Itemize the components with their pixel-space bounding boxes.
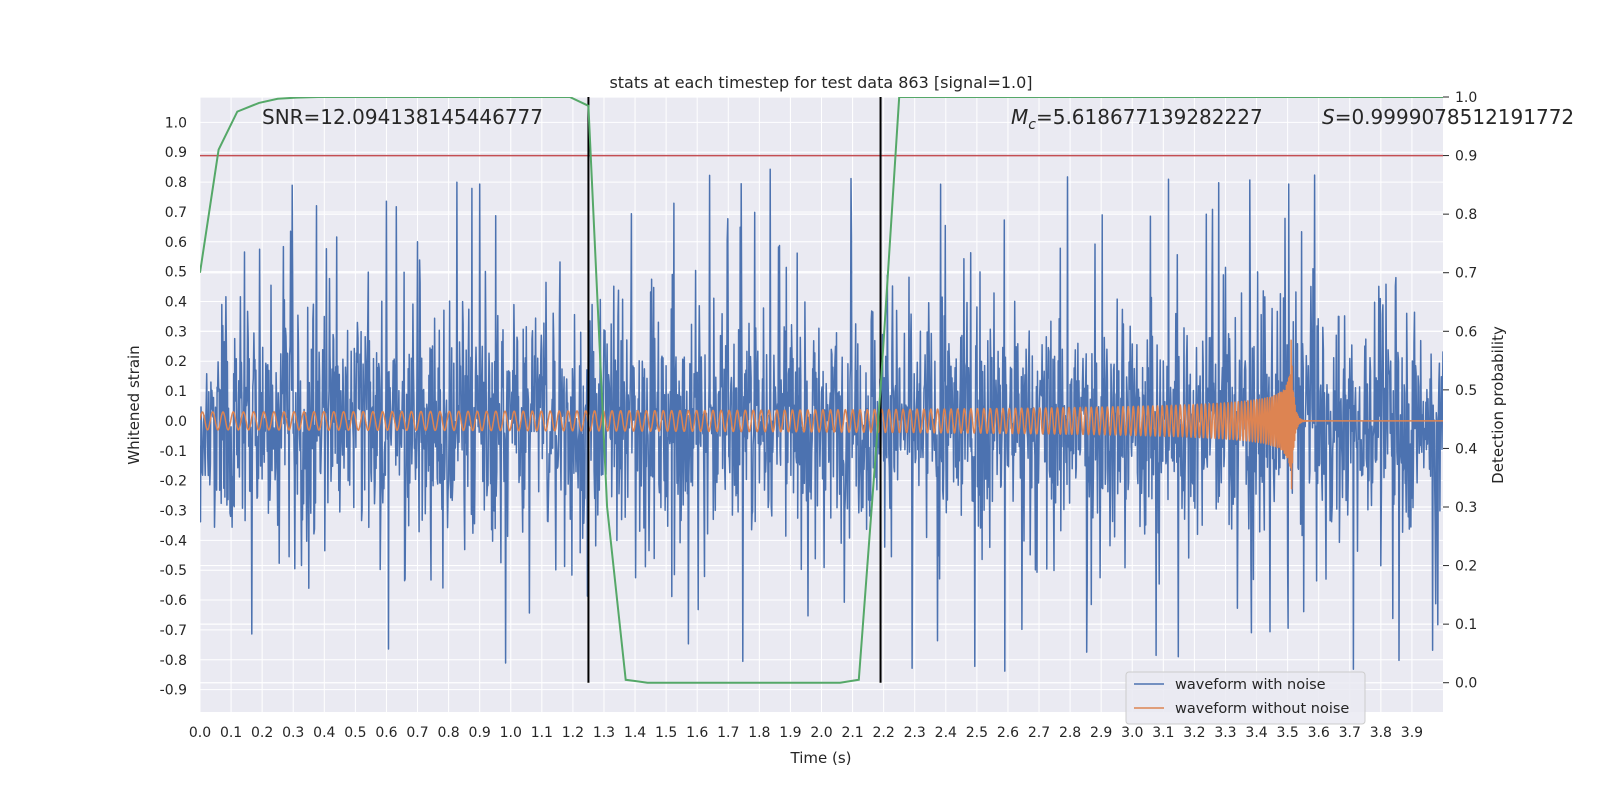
x-tick-label: 0.0 bbox=[189, 725, 211, 741]
x-tick-label: 0.5 bbox=[344, 725, 366, 741]
x-tick-label: 0.9 bbox=[469, 725, 491, 741]
x-tick-label: 2.9 bbox=[1090, 725, 1112, 741]
x-tick-label: 1.9 bbox=[779, 725, 801, 741]
score-annotation: S=0.9999078512191772 bbox=[1322, 105, 1574, 129]
legend: waveform with noise waveform without noi… bbox=[1125, 671, 1366, 725]
x-tick-label: 1.8 bbox=[748, 725, 770, 741]
y2-tick-label: 0.9 bbox=[1455, 149, 1477, 165]
x-tick-label: 3.1 bbox=[1152, 725, 1174, 741]
y-tick-label: -0.3 bbox=[160, 503, 187, 519]
x-tick-label: 2.4 bbox=[935, 725, 957, 741]
x-tick-label: 3.6 bbox=[1308, 725, 1330, 741]
x-tick-label: 1.3 bbox=[593, 725, 615, 741]
y-tick-label: 0.6 bbox=[165, 235, 187, 251]
y-tick-label: 1.0 bbox=[165, 115, 187, 131]
y-tick-label: -0.1 bbox=[160, 444, 187, 460]
x-tick-label: 2.1 bbox=[841, 725, 863, 741]
x-tick-label: 2.5 bbox=[966, 725, 988, 741]
score-symbol: S bbox=[1322, 105, 1335, 129]
x-tick-label: 1.5 bbox=[655, 725, 677, 741]
y2-tick-label: 0.8 bbox=[1455, 207, 1477, 223]
x-tick-label: 2.0 bbox=[810, 725, 832, 741]
x-axis-label: Time (s) bbox=[790, 749, 852, 767]
x-tick-label: 1.2 bbox=[562, 725, 584, 741]
x-tick-label: 3.5 bbox=[1276, 725, 1298, 741]
chirp-mass-subscript: c bbox=[1028, 117, 1036, 133]
x-tick-label: 2.3 bbox=[904, 725, 926, 741]
x-tick-label: 2.8 bbox=[1059, 725, 1081, 741]
y-tick-label: 0.3 bbox=[165, 324, 187, 340]
y2-tick-label: 0.2 bbox=[1455, 559, 1477, 575]
y-tick-label: -0.2 bbox=[160, 474, 187, 490]
x-tick-label: 0.8 bbox=[437, 725, 459, 741]
y-tick-label: 0.7 bbox=[165, 205, 187, 221]
x-tick-label: 1.0 bbox=[500, 725, 522, 741]
y-tick-label: -0.9 bbox=[160, 683, 187, 699]
x-tick-label: 0.6 bbox=[375, 725, 397, 741]
x-tick-label: 0.4 bbox=[313, 725, 335, 741]
y-tick-label: -0.5 bbox=[160, 563, 187, 579]
series-detection-probability bbox=[200, 97, 1443, 684]
chirp-mass-symbol: M bbox=[1011, 105, 1028, 129]
y2-axis-label: Detection probability bbox=[1489, 326, 1507, 484]
y2-tick-label: 1.0 bbox=[1455, 90, 1477, 106]
score-value: =0.9999078512191772 bbox=[1335, 105, 1574, 129]
y-tick-label: 0.1 bbox=[165, 384, 187, 400]
series-waveform-with-noise bbox=[200, 168, 1443, 672]
y-axis-label: Whitened strain bbox=[125, 345, 143, 464]
y-tick-label: -0.7 bbox=[160, 623, 187, 639]
y-tick-label: 0.2 bbox=[165, 354, 187, 370]
x-tick-label: 3.2 bbox=[1183, 725, 1205, 741]
y-tick-label: 0.5 bbox=[165, 265, 187, 281]
chart-title: stats at each timestep for test data 863… bbox=[609, 73, 1032, 92]
x-tick-label: 1.6 bbox=[686, 725, 708, 741]
y-tick-label: -0.4 bbox=[160, 533, 187, 549]
y-tick-label: 0.8 bbox=[165, 175, 187, 191]
x-tick-label: 2.6 bbox=[997, 725, 1019, 741]
y-axis-ticks: 1.0 0.9 0.8 0.7 0.6 0.5 0.4 0.3 0.2 0.1 0.0 -0.1 -0.… bbox=[160, 115, 187, 698]
x-tick-label: 3.0 bbox=[1121, 725, 1143, 741]
y2-tick-label: 0.6 bbox=[1455, 324, 1477, 340]
x-axis-ticks: 0.0 0.1 0.2 0.3 0.4 0.5 0.6 0.7 0.8 0.9 1.0 1.1 1.2 1… bbox=[189, 725, 1423, 741]
x-tick-label: 2.2 bbox=[873, 725, 895, 741]
chirp-mass-annotation: Mc=5.618677139282227 bbox=[1011, 105, 1263, 133]
y2-tick-label: 0.1 bbox=[1455, 617, 1477, 633]
y2-tick-label: 0.7 bbox=[1455, 266, 1477, 282]
x-tick-label: 3.3 bbox=[1214, 725, 1236, 741]
series-waveform-without-noise bbox=[200, 339, 1443, 490]
y-tick-label: -0.8 bbox=[160, 653, 187, 669]
x-tick-label: 2.7 bbox=[1028, 725, 1050, 741]
x-tick-label: 0.7 bbox=[406, 725, 428, 741]
x-tick-label: 3.7 bbox=[1339, 725, 1361, 741]
x-tick-label: 0.3 bbox=[282, 725, 304, 741]
x-tick-label: 3.4 bbox=[1245, 725, 1267, 741]
y2-tick-label: 0.4 bbox=[1455, 441, 1477, 457]
legend-label-clean: waveform without noise bbox=[1175, 701, 1349, 717]
x-tick-label: 0.2 bbox=[251, 725, 273, 741]
y-tick-label: 0.0 bbox=[165, 414, 187, 430]
legend-label-noise: waveform with noise bbox=[1175, 677, 1326, 693]
x-tick-label: 1.4 bbox=[624, 725, 646, 741]
y2-tick-label: 0.5 bbox=[1455, 383, 1477, 399]
chirp-mass-value: =5.618677139282227 bbox=[1036, 105, 1263, 129]
y-tick-label: 0.4 bbox=[165, 295, 187, 311]
x-tick-label: 1.7 bbox=[717, 725, 739, 741]
x-tick-label: 3.9 bbox=[1401, 725, 1423, 741]
y2-tick-label: 0.3 bbox=[1455, 500, 1477, 516]
x-tick-label: 0.1 bbox=[220, 725, 242, 741]
y2-axis-ticks: 1.0 0.9 0.8 0.7 0.6 0.5 0.4 0.3 0.2 0.1 0.0 bbox=[1443, 90, 1477, 692]
y-tick-label: 0.9 bbox=[165, 145, 187, 161]
snr-annotation: SNR=12.094138145446777 bbox=[262, 105, 543, 129]
legend-box bbox=[1125, 671, 1366, 725]
x-tick-label: 3.8 bbox=[1370, 725, 1392, 741]
y-tick-label: -0.6 bbox=[160, 593, 187, 609]
x-tick-label: 1.1 bbox=[531, 725, 553, 741]
y2-tick-label: 0.0 bbox=[1455, 676, 1477, 692]
